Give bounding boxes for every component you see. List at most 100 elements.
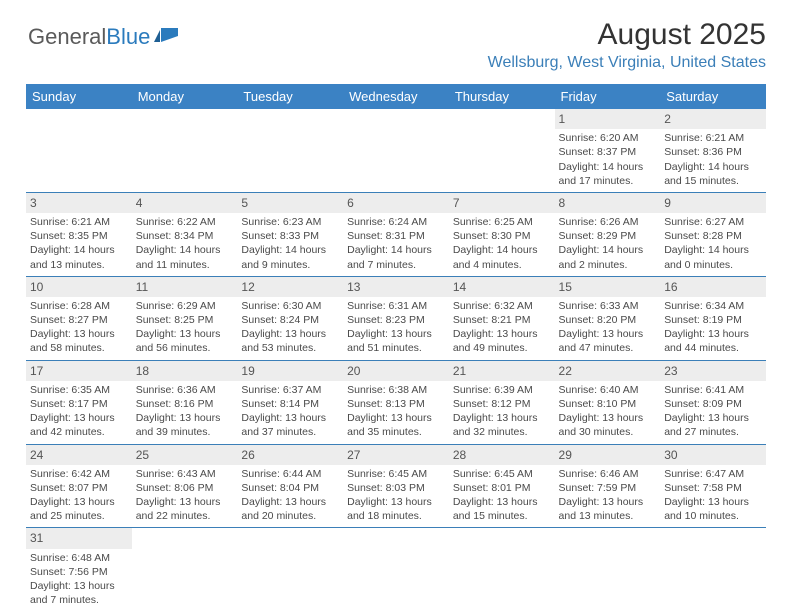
sunset-text: Sunset: 8:30 PM — [453, 229, 551, 243]
calendar-cell: 31Sunrise: 6:48 AMSunset: 7:56 PMDayligh… — [26, 528, 132, 611]
sunset-text: Sunset: 8:16 PM — [136, 397, 234, 411]
sunset-text: Sunset: 8:03 PM — [347, 481, 445, 495]
month-title: August 2025 — [488, 18, 766, 52]
sunset-text: Sunset: 8:01 PM — [453, 481, 551, 495]
day-number: 11 — [132, 277, 238, 297]
calendar-cell: 25Sunrise: 6:43 AMSunset: 8:06 PMDayligh… — [132, 444, 238, 528]
sunrise-text: Sunrise: 6:23 AM — [241, 215, 339, 229]
daylight-text: Daylight: 13 hours — [453, 327, 551, 341]
daylight-text: Daylight: 13 hours — [664, 327, 762, 341]
sunrise-text: Sunrise: 6:33 AM — [559, 299, 657, 313]
sunrise-text: Sunrise: 6:21 AM — [30, 215, 128, 229]
daylight-text: Daylight: 13 hours — [30, 495, 128, 509]
logo: GeneralBlue — [28, 24, 180, 50]
sunrise-text: Sunrise: 6:45 AM — [347, 467, 445, 481]
calendar-cell — [449, 109, 555, 192]
calendar-cell: 19Sunrise: 6:37 AMSunset: 8:14 PMDayligh… — [237, 360, 343, 444]
daylight-text: and 51 minutes. — [347, 341, 445, 355]
day-header: Friday — [555, 84, 661, 109]
daylight-text: and 13 minutes. — [559, 509, 657, 523]
sunset-text: Sunset: 7:58 PM — [664, 481, 762, 495]
daylight-text: Daylight: 13 hours — [559, 495, 657, 509]
calendar-cell: 7Sunrise: 6:25 AMSunset: 8:30 PMDaylight… — [449, 192, 555, 276]
calendar-cell — [237, 109, 343, 192]
calendar-cell: 21Sunrise: 6:39 AMSunset: 8:12 PMDayligh… — [449, 360, 555, 444]
location-text: Wellsburg, West Virginia, United States — [488, 54, 766, 72]
day-number: 12 — [237, 277, 343, 297]
sunrise-text: Sunrise: 6:44 AM — [241, 467, 339, 481]
sunrise-text: Sunrise: 6:29 AM — [136, 299, 234, 313]
calendar-cell: 16 Sunrise: 6:34 AMSunset: 8:19 PMDayligh… — [660, 276, 766, 360]
daylight-text: Daylight: 14 hours — [664, 243, 762, 257]
calendar-cell: 4Sunrise: 6:22 AMSunset: 8:34 PMDaylight… — [132, 192, 238, 276]
sunrise-text: Sunrise: 6:21 AM — [664, 131, 762, 145]
day-number: 7 — [449, 193, 555, 213]
daylight-text: Daylight: 14 hours — [664, 160, 762, 174]
daylight-text: Daylight: 13 hours — [136, 495, 234, 509]
calendar-cell: 26Sunrise: 6:44 AMSunset: 8:04 PMDayligh… — [237, 444, 343, 528]
sunset-text: Sunset: 8:14 PM — [241, 397, 339, 411]
sunrise-text: Sunrise: 6:36 AM — [136, 383, 234, 397]
sunset-text: Sunset: 8:29 PM — [559, 229, 657, 243]
sunset-text: Sunset: 8:04 PM — [241, 481, 339, 495]
calendar-cell: 8Sunrise: 6:26 AMSunset: 8:29 PMDaylight… — [555, 192, 661, 276]
daylight-text: Daylight: 13 hours — [241, 327, 339, 341]
day-header: Monday — [132, 84, 238, 109]
sunset-text: Sunset: 8:24 PM — [241, 313, 339, 327]
daylight-text: Daylight: 13 hours — [347, 495, 445, 509]
daylight-text: and 44 minutes. — [664, 341, 762, 355]
daylight-text: and 47 minutes. — [559, 341, 657, 355]
sunrise-text: Sunrise: 6:46 AM — [559, 467, 657, 481]
calendar-cell: 30Sunrise: 6:47 AMSunset: 7:58 PMDayligh… — [660, 444, 766, 528]
sunset-text: Sunset: 7:59 PM — [559, 481, 657, 495]
daylight-text: and 27 minutes. — [664, 425, 762, 439]
daylight-text: Daylight: 13 hours — [30, 327, 128, 341]
calendar-cell: 29Sunrise: 6:46 AMSunset: 7:59 PMDayligh… — [555, 444, 661, 528]
header-right: August 2025 Wellsburg, West Virginia, Un… — [488, 18, 766, 72]
day-number: 18 — [132, 361, 238, 381]
sunrise-text: Sunrise: 6:45 AM — [453, 467, 551, 481]
sunset-text: Sunset: 8:34 PM — [136, 229, 234, 243]
calendar-cell — [343, 109, 449, 192]
sunset-text: Sunset: 8:21 PM — [453, 313, 551, 327]
calendar-cell — [132, 109, 238, 192]
sunset-text: Sunset: 8:13 PM — [347, 397, 445, 411]
flag-icon — [154, 24, 180, 50]
calendar-table: Sunday Monday Tuesday Wednesday Thursday… — [26, 84, 766, 611]
sunrise-text: Sunrise: 6:26 AM — [559, 215, 657, 229]
day-number: 2 — [660, 109, 766, 129]
calendar-row: 3Sunrise: 6:21 AMSunset: 8:35 PMDaylight… — [26, 192, 766, 276]
day-number: 10 — [26, 277, 132, 297]
daylight-text: Daylight: 14 hours — [241, 243, 339, 257]
daylight-text: and 9 minutes. — [241, 258, 339, 272]
sunset-text: Sunset: 8:19 PM — [664, 313, 762, 327]
day-number: 16 — [660, 277, 766, 297]
sunrise-text: Sunrise: 6:41 AM — [664, 383, 762, 397]
sunrise-text: Sunrise: 6:38 AM — [347, 383, 445, 397]
daylight-text: and 58 minutes. — [30, 341, 128, 355]
day-number: 22 — [555, 361, 661, 381]
daylight-text: Daylight: 13 hours — [347, 411, 445, 425]
calendar-cell: 12Sunrise: 6:30 AMSunset: 8:24 PMDayligh… — [237, 276, 343, 360]
day-header: Saturday — [660, 84, 766, 109]
daylight-text: and 20 minutes. — [241, 509, 339, 523]
daylight-text: and 17 minutes. — [559, 174, 657, 188]
calendar-cell: 1Sunrise: 6:20 AMSunset: 8:37 PMDaylight… — [555, 109, 661, 192]
daylight-text: Daylight: 13 hours — [559, 411, 657, 425]
sunrise-text: Sunrise: 6:47 AM — [664, 467, 762, 481]
daylight-text: Daylight: 13 hours — [664, 495, 762, 509]
calendar-cell — [449, 528, 555, 611]
daylight-text: and 32 minutes. — [453, 425, 551, 439]
daylight-text: and 7 minutes. — [30, 593, 128, 607]
sunset-text: Sunset: 8:36 PM — [664, 145, 762, 159]
sunset-text: Sunset: 8:20 PM — [559, 313, 657, 327]
daylight-text: and 25 minutes. — [30, 509, 128, 523]
daylight-text: and 22 minutes. — [136, 509, 234, 523]
logo-general-text: General — [28, 24, 106, 50]
calendar-cell: 24Sunrise: 6:42 AMSunset: 8:07 PMDayligh… — [26, 444, 132, 528]
calendar-cell: 9Sunrise: 6:27 AMSunset: 8:28 PMDaylight… — [660, 192, 766, 276]
calendar-cell: 18Sunrise: 6:36 AMSunset: 8:16 PMDayligh… — [132, 360, 238, 444]
daylight-text: and 37 minutes. — [241, 425, 339, 439]
sunrise-text: Sunrise: 6:34 AM — [664, 299, 762, 313]
daylight-text: Daylight: 13 hours — [559, 327, 657, 341]
